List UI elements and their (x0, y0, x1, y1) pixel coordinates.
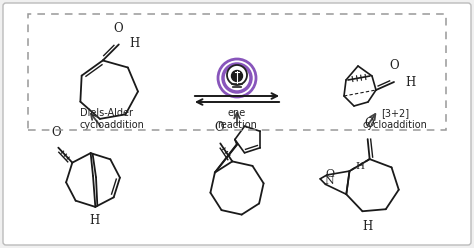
Text: N: N (324, 176, 334, 186)
Circle shape (227, 65, 247, 85)
Text: [3+2]
cycloaddition: [3+2] cycloaddition (363, 108, 428, 130)
Circle shape (231, 70, 243, 82)
Text: H: H (130, 37, 140, 50)
Text: H: H (356, 161, 365, 171)
Bar (28, 14, 446, 130)
Text: O: O (389, 59, 399, 72)
Text: H: H (405, 75, 415, 89)
Text: H: H (362, 220, 372, 233)
Text: O: O (113, 23, 123, 35)
Text: Diels-Alder
cycloaddition: Diels-Alder cycloaddition (80, 108, 145, 130)
Text: O: O (215, 122, 224, 134)
Text: H: H (89, 214, 99, 227)
Text: O: O (52, 126, 61, 139)
Text: ene
reaction: ene reaction (217, 108, 257, 130)
Text: O: O (365, 117, 374, 130)
Text: O: O (326, 169, 335, 179)
FancyBboxPatch shape (3, 3, 471, 245)
